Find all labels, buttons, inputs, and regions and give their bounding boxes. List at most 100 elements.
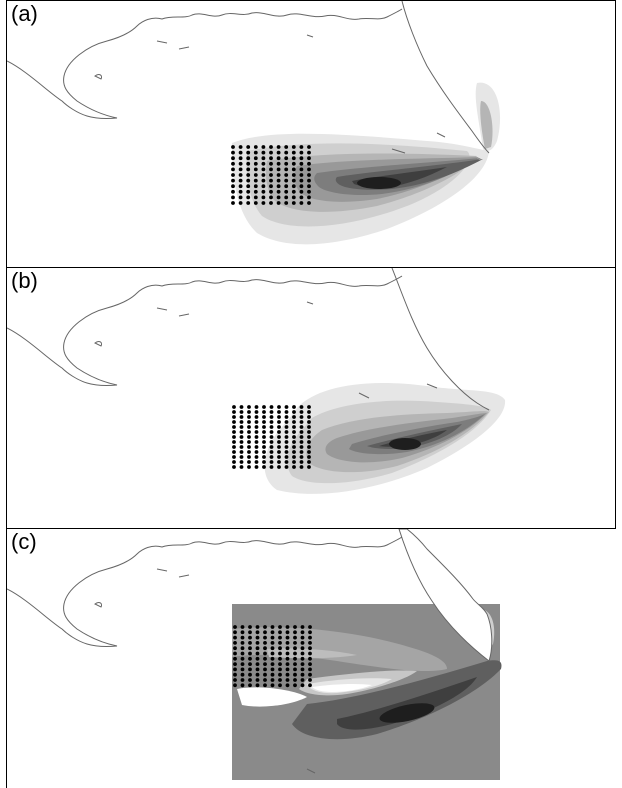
station-marker [255, 667, 260, 672]
station-marker [239, 450, 244, 454]
station-marker [278, 625, 282, 629]
station-marker [261, 195, 266, 200]
station-marker [253, 173, 258, 177]
station-marker [307, 173, 311, 177]
station-marker [231, 150, 235, 155]
station-marker [291, 184, 296, 189]
panel-c-land-peninsula [398, 529, 493, 662]
station-marker [277, 450, 281, 454]
station-marker [247, 440, 251, 444]
station-marker [285, 635, 290, 640]
station-marker [254, 405, 259, 409]
station-marker [232, 460, 236, 464]
panel-a-label: (a) [11, 1, 38, 26]
station-marker [232, 435, 236, 439]
station-marker [238, 156, 243, 161]
station-marker [277, 460, 281, 464]
station-marker [293, 656, 297, 661]
station-marker [285, 672, 290, 677]
station-marker [248, 667, 252, 672]
station-marker [269, 150, 273, 155]
station-marker [299, 189, 304, 194]
station-marker [285, 625, 290, 629]
station-marker [299, 150, 304, 155]
station-marker [278, 656, 282, 661]
station-marker [254, 420, 259, 424]
station-marker [247, 430, 251, 434]
station-marker [307, 410, 311, 414]
station-marker [300, 667, 305, 672]
station-marker [308, 646, 312, 651]
station-marker [284, 435, 289, 439]
station-marker [269, 178, 273, 183]
station-marker [238, 150, 243, 155]
station-marker [247, 450, 251, 454]
station-marker [285, 667, 290, 672]
station-marker [238, 173, 243, 177]
station-marker [263, 635, 267, 640]
station-marker [308, 651, 312, 656]
station-marker [299, 415, 304, 419]
station-marker [261, 156, 266, 161]
station-marker [277, 440, 281, 444]
station-marker [284, 189, 289, 194]
station-marker [270, 641, 275, 645]
panel-c-coastline [7, 536, 403, 648]
station-marker [278, 662, 282, 666]
station-marker [269, 184, 273, 189]
station-marker [284, 405, 289, 409]
station-marker [247, 445, 251, 449]
station-marker [263, 678, 267, 682]
station-marker [284, 167, 289, 172]
station-marker [292, 465, 296, 469]
station-marker [255, 662, 260, 666]
panel-b-stations [232, 405, 311, 469]
station-marker [299, 161, 304, 166]
station-marker [232, 445, 236, 449]
station-marker [307, 430, 311, 434]
station-marker [263, 656, 267, 661]
station-marker [307, 445, 311, 449]
station-marker [269, 145, 273, 149]
station-marker [278, 635, 282, 640]
station-marker [292, 425, 296, 429]
station-marker [247, 460, 251, 464]
station-marker [308, 641, 312, 645]
station-marker [233, 678, 237, 682]
station-marker [254, 410, 259, 414]
station-marker [293, 635, 297, 640]
station-marker [233, 625, 237, 629]
station-marker [262, 430, 266, 434]
station-marker [284, 178, 289, 183]
station-marker [253, 178, 258, 183]
station-marker [254, 455, 259, 459]
station-marker [232, 455, 236, 459]
station-marker [285, 662, 290, 666]
station-marker [308, 672, 312, 677]
station-marker [231, 173, 235, 177]
station-marker [278, 672, 282, 677]
panel-a: (a) [6, 0, 616, 268]
station-marker [292, 405, 296, 409]
station-marker [277, 420, 281, 424]
station-marker [307, 150, 311, 155]
station-marker [269, 410, 274, 414]
station-marker [261, 145, 266, 149]
station-marker [232, 425, 236, 429]
station-marker [261, 184, 266, 189]
panel-b: (b) [6, 267, 616, 529]
station-marker [253, 145, 258, 149]
station-marker [291, 189, 296, 194]
station-marker [278, 667, 282, 672]
station-marker [233, 667, 237, 672]
station-marker [233, 646, 237, 651]
station-marker [269, 430, 274, 434]
station-marker [262, 440, 266, 444]
station-marker [284, 415, 289, 419]
station-marker [263, 672, 267, 677]
station-marker [299, 420, 304, 424]
panel-c-stations [233, 625, 312, 688]
station-marker [307, 435, 311, 439]
station-marker [240, 651, 245, 656]
